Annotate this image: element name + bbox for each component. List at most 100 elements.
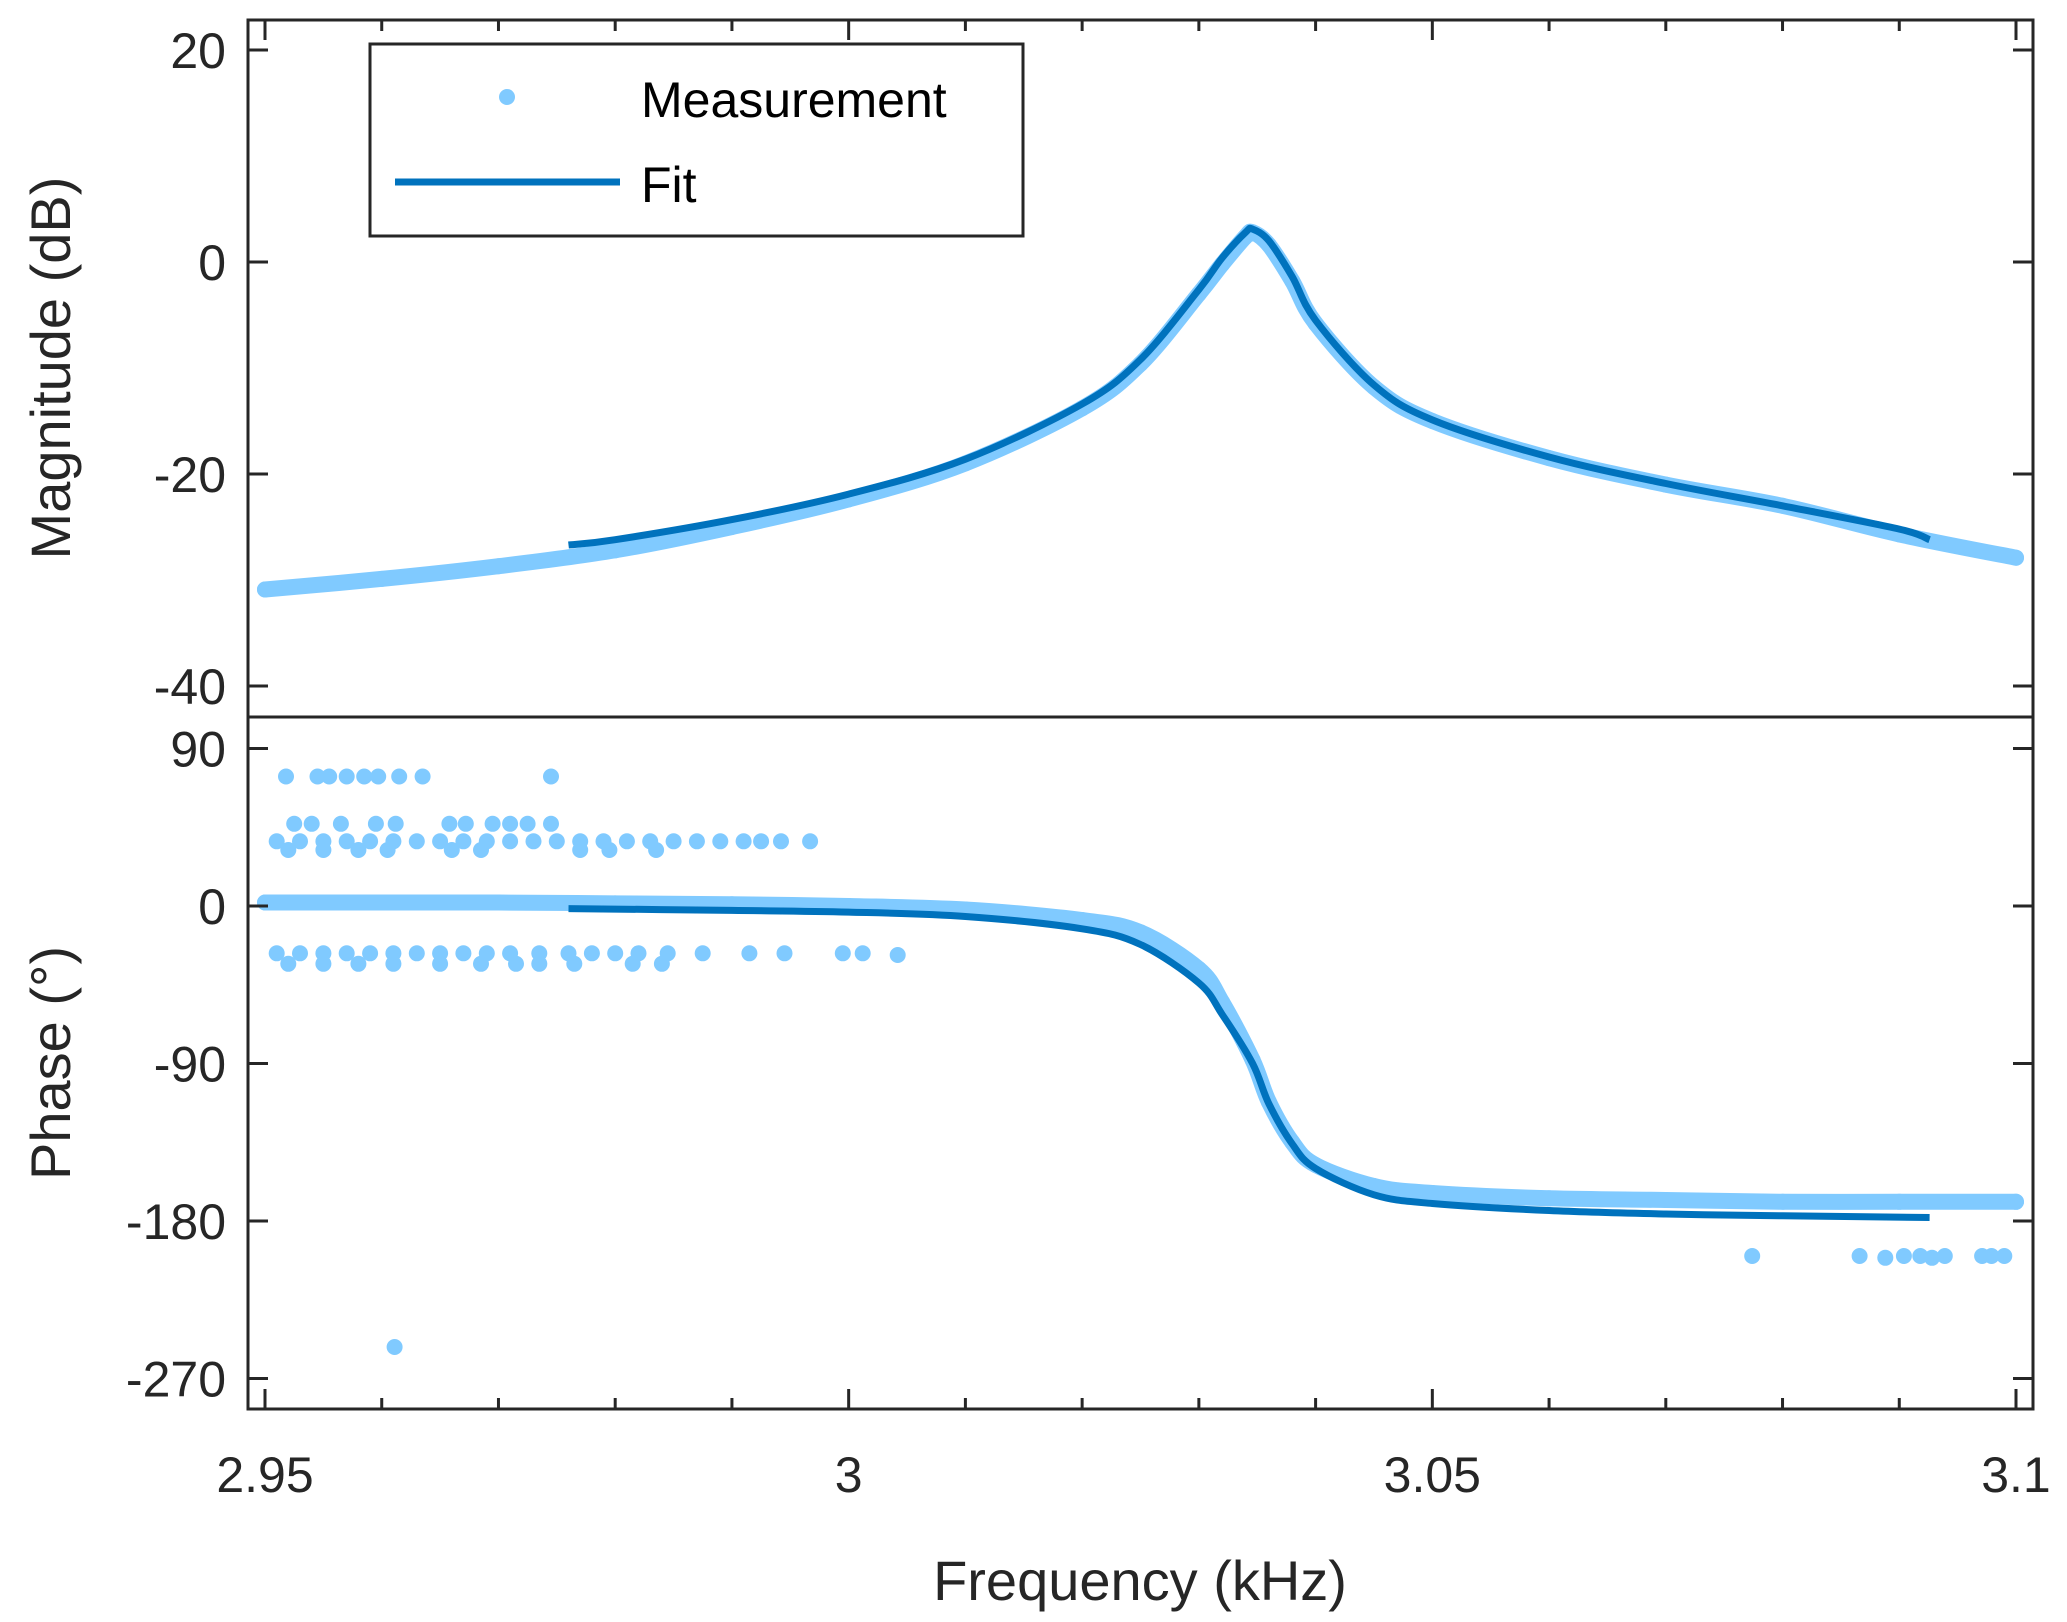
phase-measurement-outlier-point bbox=[473, 842, 489, 858]
phase-measurement-outlier-point bbox=[356, 768, 373, 785]
magnitude-measurement-point bbox=[490, 558, 507, 575]
phase-measurement-outlier-point bbox=[753, 833, 770, 850]
phase-measurement-outlier-point bbox=[519, 815, 536, 832]
phase-measurement-outlier-point bbox=[653, 955, 670, 972]
phase-measurement-outlier-point bbox=[379, 842, 396, 858]
phase-measurement-outlier-point bbox=[309, 768, 326, 785]
phase-measurement-outlier-point bbox=[502, 833, 519, 850]
phase-measurement-outlier-point bbox=[802, 833, 819, 850]
phase-measurement-outlier-point bbox=[548, 833, 565, 850]
phase-measurement-outlier-point bbox=[618, 833, 635, 850]
legend-box bbox=[368, 42, 1025, 238]
phase-measurement-outlier-point bbox=[531, 955, 548, 972]
phase-measurement-outlier-point bbox=[367, 815, 384, 832]
phase-measurement-outlier-point bbox=[278, 768, 294, 785]
axes-layer bbox=[246, 18, 2035, 1411]
phase-measurement-outlier-point bbox=[280, 842, 297, 858]
phase-measurement-outlier-point bbox=[473, 955, 489, 972]
phase-measurement-outlier-point bbox=[315, 955, 332, 972]
plot-frame bbox=[246, 18, 2035, 1411]
x-tick-label: 3.05 bbox=[1384, 1447, 1481, 1503]
phase-measurement-outlier-point bbox=[773, 833, 789, 850]
phase-measurement-outlier-point bbox=[1744, 1248, 1761, 1264]
phase-measurement-point bbox=[1424, 1185, 1441, 1201]
tick-labels: 2.95 3 3.05 3.1 20 0 -20 -40 90 0 -90 -180 -270 bbox=[126, 23, 2051, 1503]
phase-measurement-outlier-point bbox=[455, 945, 472, 962]
x-tick-label: 2.95 bbox=[216, 1447, 313, 1503]
phase-measurement-outlier-point bbox=[572, 842, 589, 858]
phase-measurement-outlier-point bbox=[601, 842, 618, 858]
phase-measurement-outlier-point bbox=[455, 833, 472, 850]
phase-measurement-outlier-point bbox=[1996, 1248, 2013, 1264]
phase-measurement-outlier-point bbox=[1936, 1248, 1953, 1264]
x-tick-label: 3 bbox=[835, 1447, 863, 1503]
phase-measurement-outlier-point bbox=[583, 945, 600, 962]
phase-measurement-outlier-point bbox=[889, 947, 906, 963]
phase-measurement-outlier-point bbox=[280, 955, 297, 972]
phase-measurement-outlier-point bbox=[566, 955, 583, 972]
magnitude-measurement-point bbox=[257, 581, 273, 598]
magnitude-measurement-point bbox=[2008, 549, 2024, 566]
phase-measurement-outlier-point bbox=[362, 833, 379, 850]
phase-measurement-outlier-point bbox=[432, 955, 449, 972]
phase-measurement-outlier-point bbox=[776, 945, 793, 962]
phase-measurement-outlier-point bbox=[338, 833, 355, 850]
phase-y-tick-label: 90 bbox=[170, 722, 226, 778]
x-axis-label: Frequency (kHz) bbox=[933, 1549, 1347, 1612]
phase-measurement-outlier-point bbox=[385, 955, 402, 972]
magnitude-measurement-point bbox=[607, 542, 624, 559]
phase-measurement-outlier-point bbox=[457, 815, 474, 832]
phase-measurement-point bbox=[490, 894, 507, 911]
phase-measurement-outlier-point bbox=[441, 815, 458, 832]
phase-measurement-outlier-point bbox=[408, 833, 425, 850]
phase-measurement-outlier-point bbox=[741, 945, 758, 962]
phase-measurement-outlier-point bbox=[332, 815, 349, 832]
phase-y-axis-label: Phase (°) bbox=[19, 946, 82, 1180]
magnitude-fit-line bbox=[568, 224, 1931, 549]
phase-y-tick-label: -180 bbox=[126, 1194, 226, 1250]
phase-measurement-outlier-point bbox=[370, 768, 387, 785]
phase-measurement-outlier-point bbox=[350, 955, 367, 972]
magnitude-y-axis-label: Magnitude (dB) bbox=[19, 177, 82, 560]
phase-measurement-outlier-point bbox=[834, 945, 851, 962]
phase-measurement-outlier-point bbox=[688, 833, 705, 850]
phase-measurement-point bbox=[1774, 1193, 1791, 1210]
phase-measurement-outlier-point bbox=[648, 842, 665, 858]
magnitude-y-tick-label: 0 bbox=[198, 235, 226, 291]
phase-measurement-outlier-point bbox=[1877, 1249, 1894, 1266]
phase-measurement-point bbox=[1190, 961, 1207, 977]
magnitude-y-tick-label: 20 bbox=[170, 23, 226, 79]
phase-measurement-outlier-point bbox=[268, 945, 285, 962]
magnitude-data-layer bbox=[257, 223, 2024, 598]
phase-measurement-outlier-point bbox=[387, 815, 404, 832]
phase-measurement-point bbox=[1657, 1192, 1674, 1208]
phase-measurement-outlier-point bbox=[321, 768, 338, 785]
phase-measurement-outlier-point bbox=[286, 815, 303, 832]
phase-measurement-outlier-point bbox=[350, 842, 367, 858]
phase-measurement-point bbox=[2008, 1193, 2024, 1210]
phase-measurement-outlier-point bbox=[543, 768, 559, 785]
phase-measurement-outlier-point bbox=[735, 833, 752, 850]
phase-measurement-outlier-point bbox=[338, 768, 355, 785]
phase-data-layer bbox=[257, 768, 2024, 1355]
phase-measurement-outlier-point bbox=[408, 945, 425, 962]
legend-fit-label: Fit bbox=[641, 157, 697, 213]
phase-measurement-outlier-point bbox=[1924, 1249, 1940, 1266]
phase-measurement-outlier-point bbox=[268, 833, 285, 850]
legend-measurement-marker bbox=[499, 89, 515, 105]
phase-measurement-outlier-point bbox=[443, 842, 460, 858]
phase-measurement-outlier-point bbox=[414, 768, 431, 785]
phase-measurement-outlier-point bbox=[338, 945, 355, 962]
phase-measurement-point bbox=[1132, 924, 1149, 941]
phase-measurement-outlier-point bbox=[1912, 1248, 1929, 1264]
phase-measurement-outlier-point bbox=[432, 833, 449, 850]
phase-measurement-outlier-point bbox=[712, 833, 729, 850]
phase-measurement-outlier-point bbox=[665, 833, 682, 850]
phase-measurement-point bbox=[373, 894, 390, 911]
phase-measurement-point bbox=[1541, 1190, 1558, 1207]
phase-measurement-outlier-point bbox=[484, 815, 501, 832]
phase-measurement-outlier-point bbox=[292, 945, 308, 962]
phase-measurement-point bbox=[257, 894, 273, 911]
phase-fit-line bbox=[568, 905, 1930, 1221]
phase-measurement-outlier-point bbox=[315, 842, 332, 858]
